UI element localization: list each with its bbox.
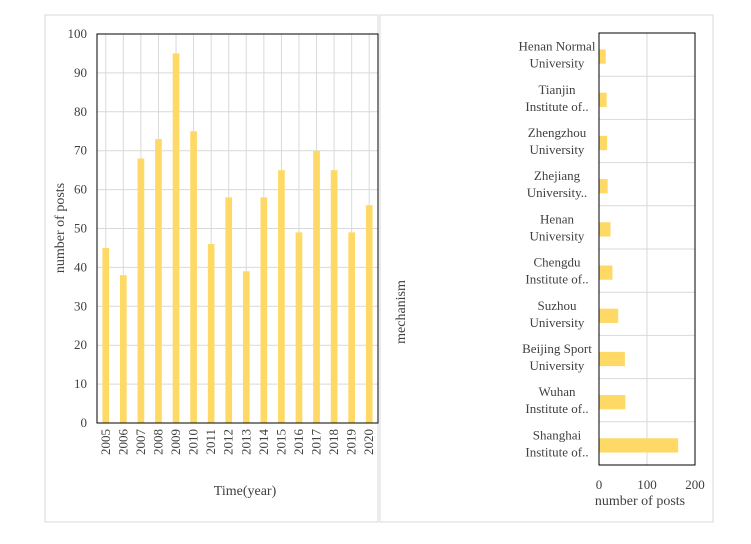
category-label: University xyxy=(530,228,585,243)
x-tick-label: 2020 xyxy=(361,429,376,455)
y-tick-label: 0 xyxy=(81,415,88,430)
y-tick-label: 60 xyxy=(74,182,87,197)
bar-2008 xyxy=(155,139,162,423)
x-tick-label: 2018 xyxy=(326,429,341,455)
category-label: Zhengzhou xyxy=(528,125,587,140)
x-tick-label: 200 xyxy=(685,477,705,492)
y-tick-label: 70 xyxy=(74,143,87,158)
year-chart-x-axis-label: Time(year) xyxy=(214,484,277,499)
x-tick-label: 0 xyxy=(596,477,603,492)
bar-mechanism-1 xyxy=(599,92,607,107)
bar-2009 xyxy=(172,53,180,423)
x-tick-label: 2010 xyxy=(186,429,201,455)
bar-mechanism-6 xyxy=(599,308,619,323)
category-label: University.. xyxy=(527,185,588,200)
category-label: Institute of.. xyxy=(525,99,588,114)
x-tick-label: 2014 xyxy=(256,429,271,456)
bar-2018 xyxy=(330,170,338,423)
category-label: Institute of.. xyxy=(525,272,588,287)
bar-2011 xyxy=(207,244,215,423)
category-label: University xyxy=(530,358,585,373)
y-tick-label: 80 xyxy=(74,104,87,119)
category-label: University xyxy=(530,56,585,71)
right-panel-frame xyxy=(379,14,714,523)
mechanism-plot-border xyxy=(598,32,696,466)
mechanism-chart-category-labels: Henan Normal University Tianjin Institute o… xyxy=(519,39,596,460)
mechanism-chart-y-axis-label: mechanism xyxy=(394,280,409,344)
category-label: Suzhou xyxy=(538,298,578,313)
category-label: Shanghai xyxy=(533,427,582,442)
year-plot-border xyxy=(96,33,379,424)
mechanism-chart-x-axis-label: number of posts xyxy=(595,494,685,509)
x-tick-label: 2007 xyxy=(133,429,148,456)
x-tick-label: 2011 xyxy=(203,429,218,455)
category-label: Tianjin xyxy=(538,82,576,97)
bar-2006 xyxy=(120,275,127,423)
category-label: Beijing Sport xyxy=(522,341,592,356)
x-tick-label: 2017 xyxy=(309,429,324,456)
bar-2010 xyxy=(190,131,197,423)
x-tick-label: 2005 xyxy=(98,429,113,455)
bar-2019 xyxy=(348,232,355,423)
x-tick-label: 2019 xyxy=(344,429,359,455)
bar-2012 xyxy=(225,197,233,423)
bar-2015 xyxy=(278,170,285,423)
y-tick-label: 40 xyxy=(74,259,87,274)
category-label: Institute of.. xyxy=(525,444,588,459)
bar-2007 xyxy=(137,158,145,424)
mechanism-bar-chart: Henan Normal University Tianjin Institute o… xyxy=(394,32,705,509)
x-tick-label: 2012 xyxy=(221,429,236,455)
category-label: University xyxy=(530,142,585,157)
year-chart-bars xyxy=(102,53,373,424)
category-label: Chengdu xyxy=(534,255,581,270)
mechanism-chart-x-ticks: 0 100 200 xyxy=(596,477,705,492)
y-tick-label: 100 xyxy=(68,26,88,41)
bar-mechanism-3 xyxy=(599,179,608,194)
x-tick-label: 100 xyxy=(637,477,657,492)
x-tick-label: 2016 xyxy=(291,429,306,456)
category-label: Wuhan xyxy=(538,384,576,399)
bar-2016 xyxy=(295,232,303,423)
x-tick-label: 2008 xyxy=(150,429,165,455)
category-label: University xyxy=(530,315,585,330)
bar-mechanism-5 xyxy=(599,265,613,280)
bar-mechanism-2 xyxy=(599,135,608,151)
x-tick-label: 2013 xyxy=(238,429,253,455)
x-tick-label: 2009 xyxy=(168,429,183,455)
y-tick-label: 20 xyxy=(74,337,87,352)
bar-2020 xyxy=(365,205,373,423)
x-tick-label: 2015 xyxy=(273,429,288,455)
y-tick-label: 50 xyxy=(74,221,87,236)
bar-2014 xyxy=(260,197,268,423)
category-label: Institute of.. xyxy=(525,401,588,416)
y-tick-label: 30 xyxy=(74,298,87,313)
bar-mechanism-9 xyxy=(599,438,679,453)
category-label: Henan xyxy=(540,211,574,226)
bar-2005 xyxy=(102,247,110,423)
x-tick-label: 2006 xyxy=(115,429,130,456)
bar-mechanism-4 xyxy=(599,222,611,237)
bar-mechanism-8 xyxy=(599,395,626,410)
year-chart-x-ticks: 2005 2006 2007 2008 2009 2010 2011 2012 2013 2014… xyxy=(98,429,376,456)
category-label: Henan Normal xyxy=(519,39,596,54)
y-tick-label: 90 xyxy=(74,65,87,80)
year-chart-y-axis-label: number of posts xyxy=(53,183,68,273)
bar-2013 xyxy=(242,271,250,423)
year-chart-y-ticks: 0 10 20 30 40 50 60 70 80 90 100 xyxy=(68,26,88,430)
bar-mechanism-7 xyxy=(599,351,625,367)
y-tick-label: 10 xyxy=(74,376,87,391)
bar-2017 xyxy=(313,150,320,423)
mechanism-chart-bars xyxy=(599,49,679,453)
bar-mechanism-0 xyxy=(599,49,606,64)
category-label: Zhejiang xyxy=(534,168,581,183)
